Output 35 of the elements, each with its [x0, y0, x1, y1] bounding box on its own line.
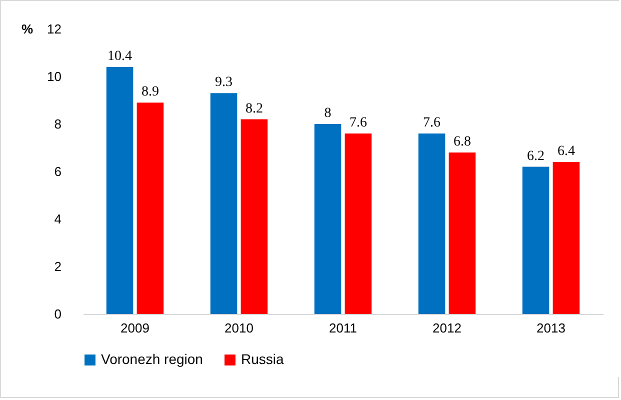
y-tick-label: 2 — [54, 259, 62, 274]
y-tick-label: 4 — [54, 212, 62, 226]
y-tick-label: 6 — [54, 164, 62, 179]
y-tick-label: 12 — [47, 22, 62, 36]
x-tick-label: 2009 — [120, 320, 150, 336]
x-tick-label: 2012 — [432, 320, 462, 336]
bar — [314, 124, 342, 314]
data-label: 7.6 — [423, 116, 441, 130]
y-axis-title: % — [22, 22, 34, 36]
x-tick-label: 2010 — [224, 320, 254, 336]
bar — [418, 134, 446, 314]
bar — [136, 102, 164, 314]
bar — [552, 162, 580, 314]
y-tick-label: 8 — [54, 116, 62, 132]
data-label: 6.2 — [527, 148, 545, 164]
data-label: 8.9 — [141, 84, 159, 100]
data-label: 6.4 — [557, 144, 575, 159]
bar — [210, 93, 238, 314]
data-label: 7.6 — [349, 116, 367, 130]
x-tick-label: 2013 — [536, 320, 566, 336]
y-tick-label: 0 — [54, 306, 62, 322]
bar — [448, 152, 476, 314]
data-label: 6.8 — [453, 134, 471, 150]
y-tick-label: 10 — [47, 69, 62, 84]
bar — [240, 119, 268, 314]
data-label: 10.4 — [108, 49, 132, 64]
bar — [106, 67, 134, 314]
legend-label: Voronezh region — [101, 351, 203, 367]
data-label: 8.2 — [245, 101, 263, 116]
bar — [344, 134, 372, 314]
x-tick-label: 2011 — [329, 320, 357, 336]
data-label: 9.3 — [215, 75, 233, 90]
bar — [522, 166, 550, 314]
data-label: 8 — [324, 106, 332, 121]
legend-label: Russia — [241, 351, 284, 367]
